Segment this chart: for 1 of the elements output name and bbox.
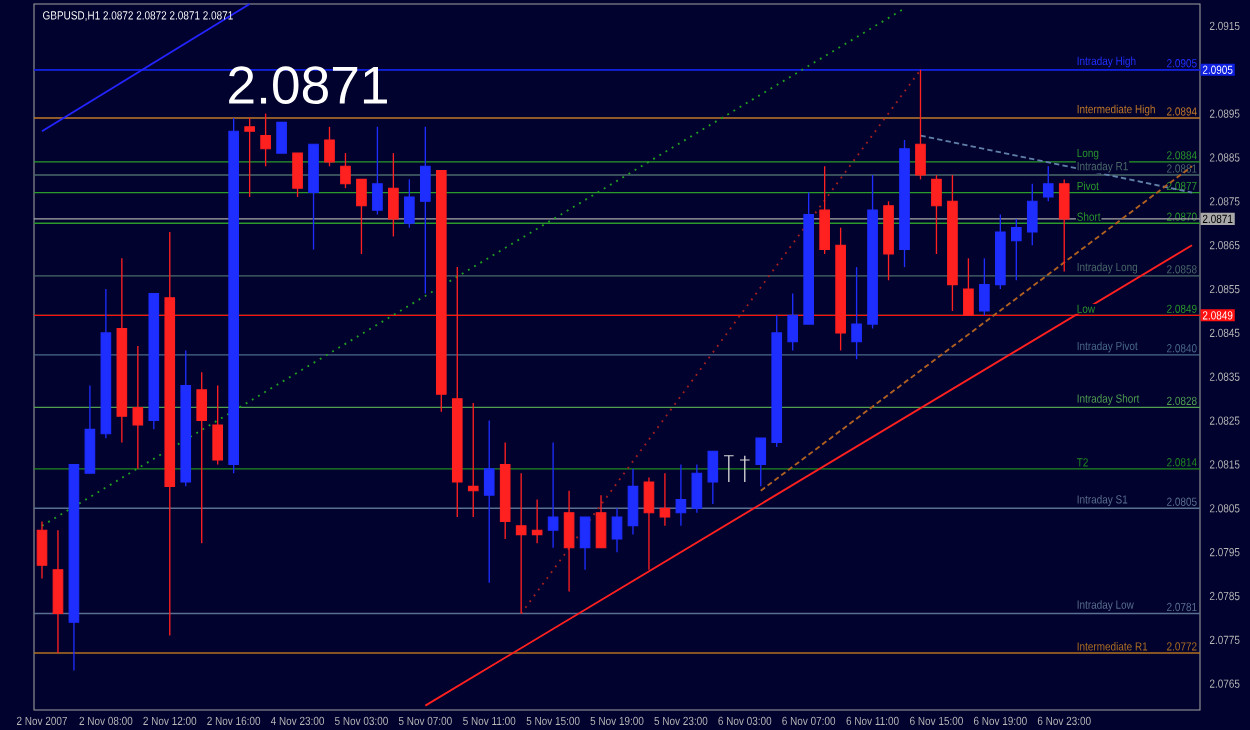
annotation: 2.0871 — [229, 66, 387, 105]
